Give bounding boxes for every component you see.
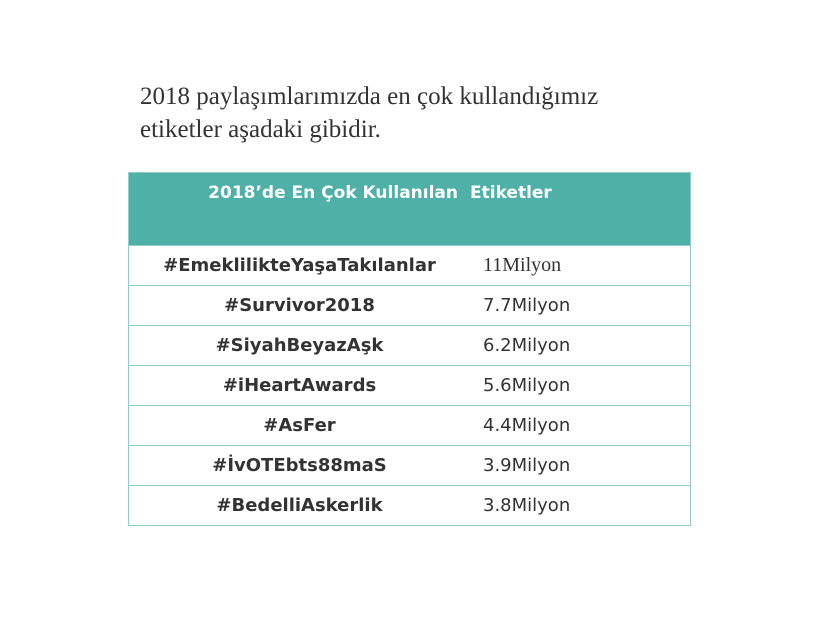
table-row: #EmeklilikteYaşaTakılanlar 11Milyon (128, 245, 691, 286)
table-row: #BedelliAskerlik 3.8Milyon (128, 485, 691, 526)
header-hashtag: 2018’de En Çok Kullanılan (128, 172, 470, 246)
table-row: #iHeartAwards 5.6Milyon (128, 365, 691, 406)
usage-count: 7.7Milyon (470, 285, 691, 326)
intro-line-2: etiketler aşadaki gibidir. (140, 116, 381, 143)
hashtag-table: 2018’de En Çok Kullanılan Etiketler #Eme… (128, 172, 691, 526)
hashtag: #BedelliAskerlik (128, 485, 470, 526)
usage-count: 3.8Milyon (470, 485, 691, 526)
usage-count: 6.2Milyon (470, 325, 691, 366)
usage-count: 5.6Milyon (470, 365, 691, 406)
hashtag: #SiyahBeyazAşk (128, 325, 470, 366)
hashtag: #İvOTEbts88maS (128, 445, 470, 486)
intro-text: 2018 paylaşımlarımızda en çok kullandığı… (140, 80, 598, 146)
hashtag: #iHeartAwards (128, 365, 470, 406)
usage-count: 3.9Milyon (470, 445, 691, 486)
table-row: #SiyahBeyazAşk 6.2Milyon (128, 325, 691, 366)
usage-count: 4.4Milyon (470, 405, 691, 446)
usage-count: 11Milyon (470, 245, 691, 286)
table-header: 2018’de En Çok Kullanılan Etiketler (128, 172, 691, 246)
hashtag: #AsFer (128, 405, 470, 446)
table-row: #İvOTEbts88maS 3.9Milyon (128, 445, 691, 486)
table-row: #Survivor2018 7.7Milyon (128, 285, 691, 326)
header-count: Etiketler (470, 172, 691, 246)
table-row: #AsFer 4.4Milyon (128, 405, 691, 446)
hashtag: #Survivor2018 (128, 285, 470, 326)
hashtag: #EmeklilikteYaşaTakılanlar (128, 245, 470, 286)
intro-line-1: 2018 paylaşımlarımızda en çok kullandığı… (140, 83, 599, 110)
